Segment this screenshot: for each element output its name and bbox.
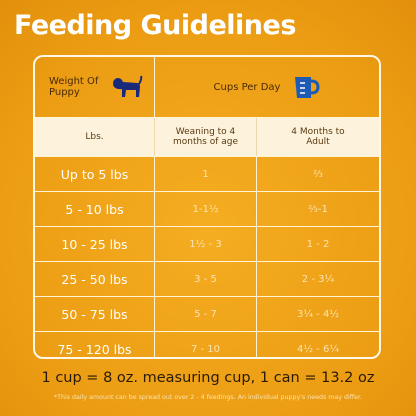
table-cell: 5 - 7 [155,297,257,331]
table-row: 50 - 75 lbs 5 - 7 3¼ - 4½ [35,296,379,331]
cup-icon [295,77,320,98]
table-row: Up to 5 lbs 1 ⅔ [35,156,379,191]
feeding-table: Weight Of Puppy Cups Per Day Lbs. Weanin… [33,55,381,359]
table-cell: 5 - 10 lbs [35,192,155,226]
table-cell: 75 - 120 lbs [35,332,155,357]
subheader-cell: 4 Months to Adult [291,127,345,147]
header-cell: Weight Of Puppy [35,57,155,117]
table-cell: 3¼ - 4½ [296,308,340,320]
header-row: Weight Of Puppy Cups Per Day [35,57,379,118]
table-cell: 4½ - 6¼ [296,343,340,355]
footnote: *This daily amount can be spread out ove… [54,394,362,401]
table-cell: 1 - 2 [306,238,330,250]
subheader-cell: Weaning to 4 months of age [155,118,257,156]
subheader-row: Lbs. Weaning to 4 months of age 4 Months… [35,118,379,156]
title: Feeding Guidelines [14,10,296,41]
table-cell: 1½ - 3 [155,227,257,261]
table-cell: Up to 5 lbs [35,157,155,191]
table-cell: ⅔ [313,168,323,180]
header-text: Weight Of Puppy [49,76,99,98]
measure-note: 1 cup = 8 oz. measuring cup, 1 can = 13.… [41,370,375,386]
header-cell: Cups Per Day [155,57,379,117]
dog-icon [113,75,143,97]
table-cell: 10 - 25 lbs [35,227,155,261]
table-cell: 25 - 50 lbs [35,262,155,296]
table-cell: 1 [155,157,257,191]
table-row: 75 - 120 lbs 7 - 10 4½ - 6¼ [35,331,379,357]
table-cell: 2 - 3¼ [301,273,335,285]
header-text: Cups Per Day [213,81,281,93]
table-row: 10 - 25 lbs 1½ - 3 1 - 2 [35,226,379,261]
subheader-cell: Lbs. [35,118,155,156]
table-cell: 3 - 5 [155,262,257,296]
table-cell: ⅔-1 [308,203,328,215]
table-row: 5 - 10 lbs 1-1½ ⅔-1 [35,191,379,226]
table-cell: 1-1½ [155,192,257,226]
table-cell: 7 - 10 [155,332,257,357]
table-body: Up to 5 lbs 1 ⅔ 5 - 10 lbs 1-1½ ⅔-1 10 - 25 lb… [35,156,379,357]
table-row: 25 - 50 lbs 3 - 5 2 - 3¼ [35,261,379,296]
table-cell: 50 - 75 lbs [35,297,155,331]
